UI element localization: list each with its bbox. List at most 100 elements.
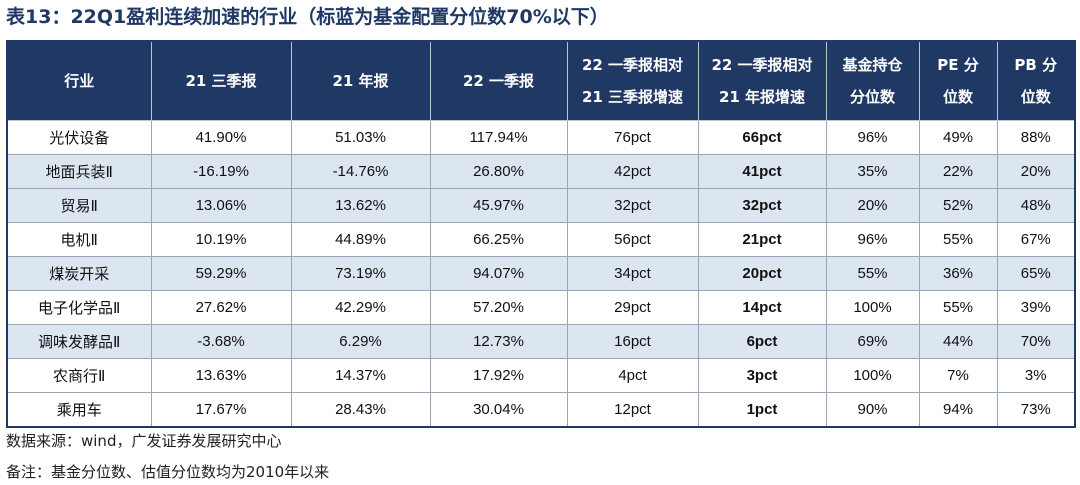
header-cell: 22 一季报相对 21 三季报增速 <box>566 40 699 121</box>
table-row: 农商行Ⅱ 13.63% 14.37% 17.92% 4pct 3pct 100% 7% 3% <box>6 358 1076 393</box>
value-cell: 66pct <box>697 120 827 155</box>
value-cell: 59.29% <box>150 256 292 291</box>
table-row: 煤炭开采 59.29% 73.19% 94.07% 34pct 20pct 55% 36% 65… <box>6 256 1076 291</box>
value-cell: 22% <box>918 154 998 189</box>
value-cell: 14pct <box>697 290 827 325</box>
value-cell: 100% <box>825 290 920 325</box>
value-cell: 67% <box>996 222 1076 257</box>
remark-note: 备注：基金分位数、估值分位数均为2010年以来 <box>6 463 330 481</box>
value-cell: 4pct <box>566 358 699 393</box>
header-cell: 基金持仓 分位数 <box>825 40 920 121</box>
value-cell: 55% <box>918 222 998 257</box>
table-row: 调味发酵品Ⅱ -3.68% 6.29% 12.73% 16pct 6pct 69% 44% 70… <box>6 324 1076 359</box>
header-cell: PB 分位数 <box>996 40 1076 121</box>
value-cell: 41.90% <box>150 120 292 155</box>
value-cell: 45.97% <box>429 188 568 223</box>
value-cell: 13.62% <box>290 188 431 223</box>
table-row: 电机Ⅱ 10.19% 44.89% 66.25% 56pct 21pct 96% 55% 67% <box>6 222 1076 257</box>
value-cell: 3% <box>996 358 1076 393</box>
header-cell: PE 分位数 <box>918 40 998 121</box>
value-cell: 94% <box>918 392 998 428</box>
value-cell: 76pct <box>566 120 699 155</box>
value-cell: 30.04% <box>429 392 568 428</box>
table-row: 乘用车 17.67% 28.43% 30.04% 12pct 1pct 90% 94% 73% <box>6 392 1076 428</box>
value-cell: 29pct <box>566 290 699 325</box>
value-cell: 1pct <box>697 392 827 428</box>
table-title: 表13：22Q1盈利连续加速的行业（标蓝为基金配置分位数70%以下） <box>6 6 609 28</box>
value-cell: 117.94% <box>429 120 568 155</box>
value-cell: 20% <box>825 188 920 223</box>
value-cell: 57.20% <box>429 290 568 325</box>
value-cell: 16pct <box>566 324 699 359</box>
value-cell: 6.29% <box>290 324 431 359</box>
value-cell: 13.06% <box>150 188 292 223</box>
value-cell: 100% <box>825 358 920 393</box>
value-cell: 14.37% <box>290 358 431 393</box>
value-cell: 10.19% <box>150 222 292 257</box>
header-cell: 21 年报 <box>290 40 431 121</box>
value-cell: 41pct <box>697 154 827 189</box>
table-body: 光伏设备 41.90% 51.03% 117.94% 76pct 66pct 96% 49% 8… <box>6 120 1076 428</box>
value-cell: 13.63% <box>150 358 292 393</box>
value-cell: -14.76% <box>290 154 431 189</box>
value-cell: 27.62% <box>150 290 292 325</box>
value-cell: 6pct <box>697 324 827 359</box>
header-cell: 21 三季报 <box>150 40 292 121</box>
value-cell: 44.89% <box>290 222 431 257</box>
value-cell: 39% <box>996 290 1076 325</box>
header-cell: 行业 <box>6 40 152 121</box>
value-cell: 51.03% <box>290 120 431 155</box>
value-cell: 32pct <box>566 188 699 223</box>
value-cell: 96% <box>825 222 920 257</box>
value-cell: 88% <box>996 120 1076 155</box>
value-cell: 17.67% <box>150 392 292 428</box>
value-cell: 20% <box>996 154 1076 189</box>
value-cell: 48% <box>996 188 1076 223</box>
value-cell: 34pct <box>566 256 699 291</box>
value-cell: 12.73% <box>429 324 568 359</box>
industry-cell: 调味发酵品Ⅱ <box>6 324 152 359</box>
value-cell: 12pct <box>566 392 699 428</box>
header-cell: 22 一季报相对 21 年报增速 <box>697 40 827 121</box>
value-cell: 55% <box>825 256 920 291</box>
value-cell: 3pct <box>697 358 827 393</box>
value-cell: 94.07% <box>429 256 568 291</box>
value-cell: 42pct <box>566 154 699 189</box>
value-cell: 42.29% <box>290 290 431 325</box>
value-cell: -3.68% <box>150 324 292 359</box>
value-cell: 96% <box>825 120 920 155</box>
industry-cell: 乘用车 <box>6 392 152 428</box>
header-row: 行业 21 三季报 21 年报 22 一季报 22 一季报相对 21 三季报增速 … <box>6 40 1076 121</box>
industry-cell: 农商行Ⅱ <box>6 358 152 393</box>
value-cell: 73% <box>996 392 1076 428</box>
value-cell: 69% <box>825 324 920 359</box>
value-cell: 70% <box>996 324 1076 359</box>
value-cell: 52% <box>918 188 998 223</box>
value-cell: 49% <box>918 120 998 155</box>
value-cell: 55% <box>918 290 998 325</box>
value-cell: 66.25% <box>429 222 568 257</box>
value-cell: 35% <box>825 154 920 189</box>
header-cell: 22 一季报 <box>429 40 568 121</box>
value-cell: 73.19% <box>290 256 431 291</box>
value-cell: 21pct <box>697 222 827 257</box>
value-cell: -16.19% <box>150 154 292 189</box>
value-cell: 26.80% <box>429 154 568 189</box>
value-cell: 36% <box>918 256 998 291</box>
table-row: 电子化学品Ⅱ 27.62% 42.29% 57.20% 29pct 14pct 100% 55… <box>6 290 1076 325</box>
value-cell: 7% <box>918 358 998 393</box>
industry-cell: 光伏设备 <box>6 120 152 155</box>
value-cell: 44% <box>918 324 998 359</box>
value-cell: 28.43% <box>290 392 431 428</box>
value-cell: 17.92% <box>429 358 568 393</box>
value-cell: 90% <box>825 392 920 428</box>
data-table: 行业 21 三季报 21 年报 22 一季报 22 一季报相对 21 三季报增速 … <box>6 40 1076 428</box>
value-cell: 65% <box>996 256 1076 291</box>
industry-cell: 贸易Ⅱ <box>6 188 152 223</box>
industry-cell: 电子化学品Ⅱ <box>6 290 152 325</box>
table-row: 地面兵装Ⅱ -16.19% -14.76% 26.80% 42pct 41pct 35% 22… <box>6 154 1076 189</box>
value-cell: 32pct <box>697 188 827 223</box>
table-row: 贸易Ⅱ 13.06% 13.62% 45.97% 32pct 32pct 20% 52% 48% <box>6 188 1076 223</box>
value-cell: 20pct <box>697 256 827 291</box>
source-note: 数据来源：wind，广发证券发展研究中心 <box>6 432 282 450</box>
